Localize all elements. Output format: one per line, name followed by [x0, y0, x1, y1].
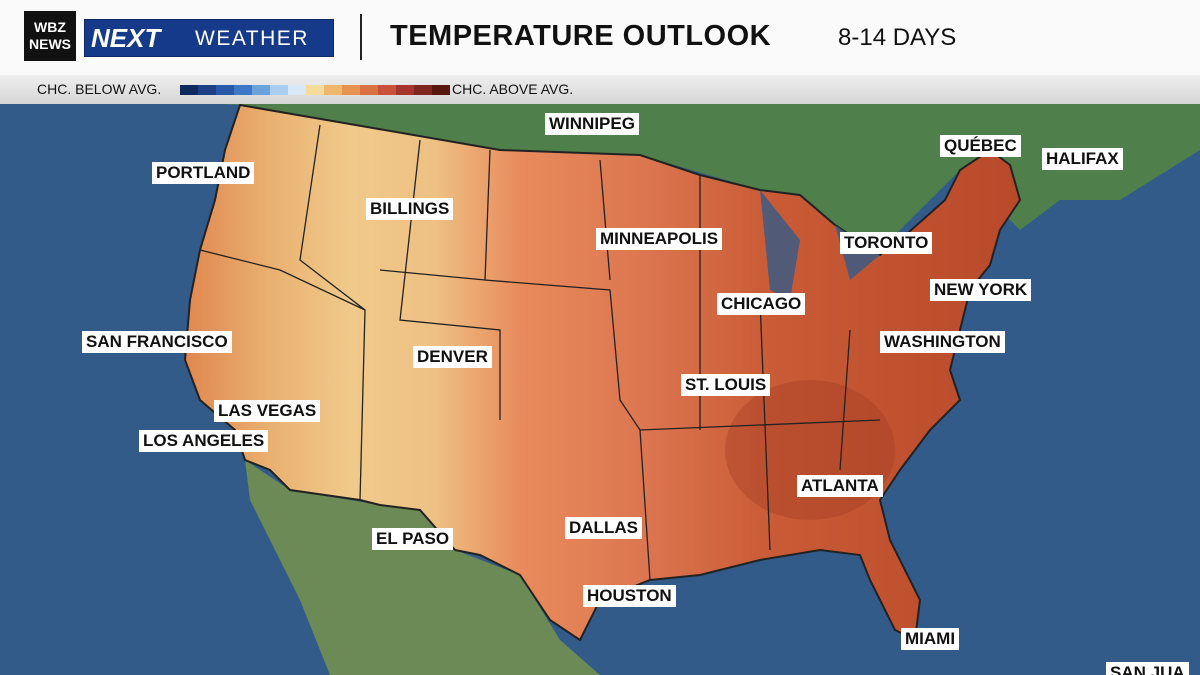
legend: CHC. BELOW AVG. CHC. ABOVE AVG. — [0, 75, 1200, 104]
legend-swatch — [180, 85, 198, 95]
legend-swatch — [198, 85, 216, 95]
legend-swatch — [324, 85, 342, 95]
city-label: DENVER — [413, 346, 492, 368]
city-label: MINNEAPOLIS — [596, 228, 723, 250]
city-label: WASHINGTON — [880, 331, 1005, 353]
title: TEMPERATURE OUTLOOK — [390, 20, 772, 52]
us-outlook — [183, 103, 1022, 642]
legend-swatch — [270, 85, 288, 95]
legend-swatches — [180, 85, 450, 95]
city-label: DALLAS — [565, 517, 642, 539]
brand-sub: WEATHER — [195, 27, 309, 50]
city-label: ATLANTA — [797, 475, 883, 497]
legend-swatch — [414, 85, 432, 95]
legend-swatch — [378, 85, 396, 95]
city-label: PORTLAND — [152, 162, 255, 184]
state-lines — [199, 124, 881, 581]
header: WBZ NEWS NEXT WEATHER TEMPERATURE OUTLOO… — [0, 0, 1200, 75]
city-label: LOS ANGELES — [139, 430, 269, 452]
divider — [360, 14, 362, 60]
legend-swatch — [216, 85, 234, 95]
mexico — [245, 460, 600, 675]
city-label: WINNIPEG — [545, 113, 639, 135]
great-lakes — [760, 190, 880, 300]
legend-above: CHC. ABOVE AVG. — [452, 81, 574, 97]
city-label: BILLINGS — [366, 198, 454, 220]
city-label: SAN JUA — [1106, 662, 1189, 675]
legend-below: CHC. BELOW AVG. — [37, 81, 162, 97]
city-label: LAS VEGAS — [214, 400, 321, 422]
legend-swatch — [288, 85, 306, 95]
city-label: ST. LOUIS — [681, 374, 771, 396]
station-logo: WBZ NEWS — [24, 11, 76, 61]
brand-logo: NEXT WEATHER — [84, 19, 334, 57]
legend-swatch — [432, 85, 450, 95]
legend-swatch — [396, 85, 414, 95]
high-chance-zone — [725, 380, 895, 520]
city-label: TORONTO — [840, 232, 933, 254]
legend-swatch — [234, 85, 252, 95]
subtitle: 8-14 DAYS — [838, 24, 957, 51]
city-label: MIAMI — [901, 628, 960, 650]
legend-swatch — [360, 85, 378, 95]
city-label: CHICAGO — [717, 293, 806, 315]
city-label: QUÉBEC — [940, 135, 1021, 157]
city-label: SAN FRANCISCO — [82, 331, 232, 353]
city-label: HOUSTON — [583, 585, 676, 607]
city-label: HALIFAX — [1042, 148, 1123, 170]
city-label: EL PASO — [372, 528, 454, 550]
legend-swatch — [342, 85, 360, 95]
brand: NEXT — [91, 23, 161, 53]
legend-swatch — [306, 85, 324, 95]
city-label: NEW YORK — [930, 279, 1032, 301]
legend-swatch — [252, 85, 270, 95]
